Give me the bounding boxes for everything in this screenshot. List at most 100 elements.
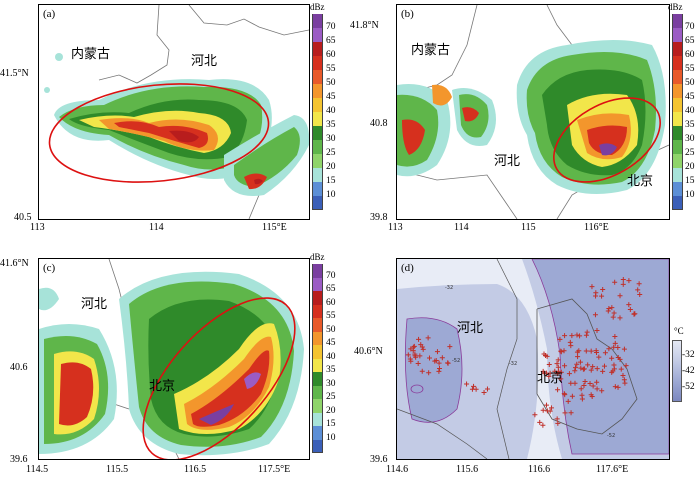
lightning-cross [606,346,612,352]
radar-map-a: (a) 内蒙古 河北 [38,4,310,220]
lightning-cross [620,276,626,282]
lightning-cross [425,335,431,341]
xtick-a-3: 115°E [262,222,287,233]
lightning-cross [436,360,442,366]
ytick-c-2: 40.6 [10,362,28,373]
svg-text:-52: -52 [452,358,460,364]
lightning-cross [557,336,563,342]
temp-colorbar-label-52: -52 [682,382,695,392]
lightning-cross [447,344,453,350]
lightning-cross [605,308,611,314]
colorbar-label-25-c: 25 [326,392,336,402]
lightning-crosses [405,276,643,428]
lightning-cross [417,353,423,359]
lightning-cross [612,333,618,339]
lightning-cross [588,367,594,373]
lightning-cross [599,293,605,299]
lightning-cross [558,369,564,375]
colorbar-label-10-c: 10 [326,433,336,443]
lightning-cross [576,348,582,354]
lightning-cross [587,380,593,386]
colorbar-label-70-b: 70 [685,22,695,32]
colorbar-label-55-c: 55 [326,311,336,321]
lightning-cross [617,315,623,321]
lightning-cross [612,340,618,346]
xtick-b-4: 116°E [584,222,609,233]
colorbar-label-15-a: 15 [326,176,336,186]
lightning-cross [600,368,606,374]
colorbar-label-20-a: 20 [326,162,336,172]
lightning-cross [569,333,575,339]
lightning-cross [555,371,561,377]
xtick-c-1: 114.5 [26,464,49,475]
lightning-cross [611,344,617,350]
ytick-b-3: 39.8 [370,212,388,223]
lightning-cross [419,368,425,374]
lightning-cross [546,373,552,379]
svg-text:-52: -52 [607,433,615,439]
lightning-cross [562,333,568,339]
ytick-c-3: 39.6 [10,454,28,465]
region-label-hebei-c: 河北 [81,297,108,312]
lightning-cross [594,366,600,372]
xtick-c-2: 115.5 [106,464,129,475]
xtick-d-3: 116.6 [528,464,551,475]
lightning-cross [611,366,617,372]
lightning-cross [544,408,550,414]
temperature-field-d: -32 -32 -52 -52 [397,259,669,459]
lightning-cross [540,368,546,374]
lightning-cross [412,353,418,359]
colorbar-label-55-a: 55 [326,64,336,74]
colorbar-label-10-b: 10 [685,190,695,200]
colorbar-label-70-c: 70 [326,271,336,281]
xtick-b-3: 115 [521,222,536,233]
xtick-c-3: 116.5 [184,464,207,475]
lightning-cross [540,407,546,413]
lightning-cross [473,386,479,392]
lightning-cross [464,381,470,387]
temp-colorbar-label-42: -42 [682,366,695,376]
region-label-hebei-a: 河北 [191,54,218,69]
colorbar-label-70-a: 70 [326,22,336,32]
lightning-cross [554,361,560,367]
region-label-beijing-c: 北京 [149,379,176,394]
lightning-cross [582,378,588,384]
lightning-cross [418,342,424,348]
xtick-d-4: 117.6°E [596,464,629,475]
radar-field-c [39,259,304,459]
lightning-cross [588,348,594,354]
lightning-cross [445,360,451,366]
lightning-cross [577,333,583,339]
colorbar-label-65-b: 65 [685,36,695,46]
lightning-cross [420,346,426,352]
lightning-cross [612,279,618,285]
ytick-a-2: 40.5 [14,212,32,223]
panel-label-a: (a) [43,8,56,20]
xtick-c-4: 117.5°E [258,464,291,475]
region-label-hebei-d: 河北 [457,321,484,336]
lightning-cross [541,351,547,357]
panel-label-d: (d) [401,262,414,274]
lightning-cross [580,366,586,372]
colorbar-label-50-a: 50 [326,78,336,88]
lightning-cross [405,352,411,358]
lightning-cross [626,302,632,308]
lightning-cross [593,293,599,299]
xtick-b-1: 113 [388,222,403,233]
lightning-cross [572,380,578,386]
lightning-cross [601,363,607,369]
colorbar-label-60-b: 60 [685,50,695,60]
lightning-cross [562,410,568,416]
lightning-cross [565,398,571,404]
panel-a: (a) 内蒙古 河北 41.5°N 40.5 113 114 115°E dBz… [0,0,350,242]
colorbar-unit-c: dBz [310,252,325,262]
temp-colorbar-label-32: -32 [682,350,695,360]
lightning-cross [568,380,574,386]
lightning-cross [555,357,561,363]
colorbar-label-40-a: 40 [326,106,336,116]
colorbar-label-50-c: 50 [326,325,336,335]
colorbar-label-45-b: 45 [685,92,695,102]
lightning-cross [590,364,596,370]
lightning-cross [626,278,632,284]
colorbar-a [312,14,323,210]
